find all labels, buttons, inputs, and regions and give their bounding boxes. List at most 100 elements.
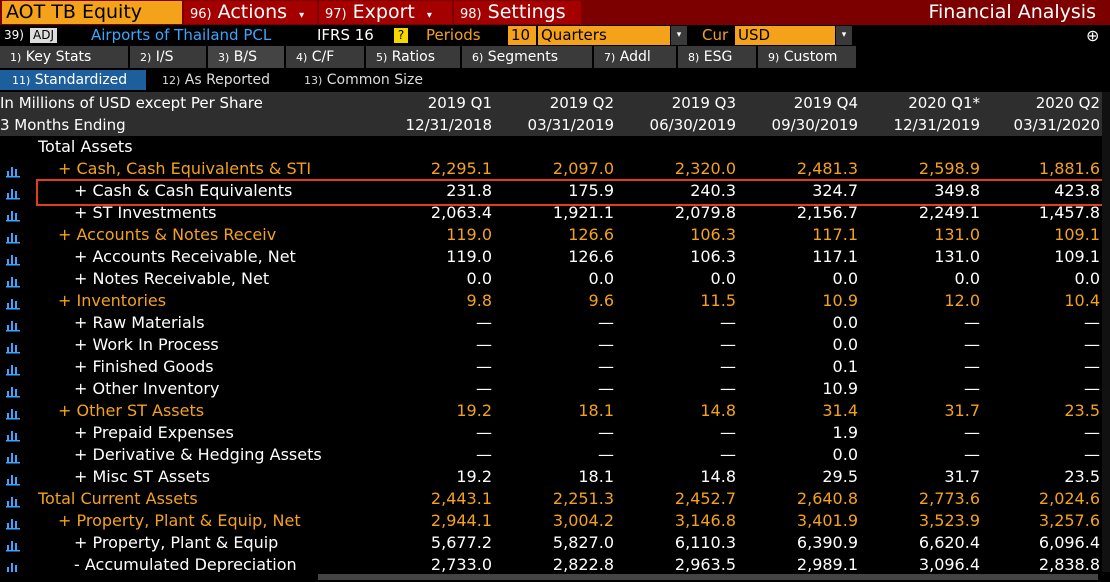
table-row[interactable]: + Finished Goods — — — 0.1 — — [0,356,1110,378]
table-row[interactable]: + Cash & Cash Equivalents 231.8 175.9 240.3… [0,180,1110,202]
table-cell[interactable]: 31.7 [944,401,980,420]
table-cell[interactable]: 324.7 [812,181,858,200]
table-cell[interactable]: 1.9 [832,423,858,442]
table-cell[interactable]: 2,481.3 [796,159,858,178]
table-cell[interactable]: 2,598.9 [918,159,980,178]
table-row[interactable]: + Accounts & Notes Receiv 119.0 126.6 106.3… [0,224,1110,246]
row-label[interactable]: + Cash & Cash Equivalents [74,181,293,200]
bar-chart-icon[interactable] [6,514,21,530]
table-row[interactable]: + Raw Materials — — — 0.0 — — [0,312,1110,334]
table-cell[interactable]: — [598,445,614,464]
bar-chart-icon[interactable] [6,448,21,464]
tab-custom[interactable]: 9) Custom [758,46,858,68]
table-cell[interactable]: 2,097.0 [552,159,614,178]
table-cell[interactable]: 3,146.8 [674,511,736,530]
row-label[interactable]: + Notes Receivable, Net [74,269,270,288]
table-cell[interactable]: 126.6 [568,225,614,244]
table-cell[interactable]: 106.3 [690,247,736,266]
chevron-down-icon[interactable]: ▾ [836,26,852,45]
tab-income-statement[interactable]: 2) I/S [130,46,208,68]
row-label[interactable]: + Derivative & Hedging Assets [74,445,322,464]
table-row[interactable]: + Inventories 9.8 9.6 11.5 10.9 12.0 10.4 [0,290,1110,312]
table-cell[interactable]: 18.1 [578,467,614,486]
table-cell[interactable]: — [964,313,980,332]
help-icon[interactable]: ? [394,28,408,43]
table-cell[interactable]: 175.9 [568,181,614,200]
table-cell[interactable]: 9.8 [466,291,492,310]
table-cell[interactable]: 2,640.8 [796,489,858,508]
table-cell[interactable]: — [476,357,492,376]
table-cell[interactable]: 5,677.2 [430,533,492,552]
table-cell[interactable]: 117.1 [812,225,858,244]
row-label[interactable]: + Misc ST Assets [74,467,211,486]
table-cell[interactable]: — [598,423,614,442]
table-cell[interactable]: 2,249.1 [918,203,980,222]
table-row[interactable]: + Other Inventory — — — 10.9 — — [0,378,1110,400]
table-cell[interactable]: — [476,335,492,354]
table-cell[interactable]: — [1084,379,1100,398]
table-cell[interactable]: — [476,423,492,442]
table-cell[interactable]: 5,827.0 [552,533,614,552]
table-row[interactable]: + Prepaid Expenses — — — 1.9 — — [0,422,1110,444]
table-cell[interactable]: 2,320.0 [674,159,736,178]
table-cell[interactable]: 14.8 [700,467,736,486]
periods-unit-select[interactable]: Quarters [538,26,670,45]
tab-balance-sheet[interactable]: 3) B/S [208,46,286,68]
table-row[interactable]: + Property, Plant & Equip, Net 2,944.1 3,0… [0,510,1110,532]
table-row[interactable]: + ST Investments 2,063.4 1,921.1 2,079.8 2,1… [0,202,1110,224]
table-cell[interactable]: 231.8 [446,181,492,200]
table-cell[interactable]: — [720,313,736,332]
table-cell[interactable]: — [720,423,736,442]
bar-chart-icon[interactable] [6,338,21,354]
table-cell[interactable]: 0.0 [710,269,736,288]
table-cell[interactable]: 131.0 [934,225,980,244]
table-cell[interactable]: 2,295.1 [430,159,492,178]
table-cell[interactable]: 6,620.4 [918,533,980,552]
table-cell[interactable]: — [1084,423,1100,442]
table-cell[interactable]: — [598,335,614,354]
row-label[interactable]: Total Current Assets [38,489,198,508]
table-cell[interactable]: 6,096.4 [1038,533,1100,552]
table-cell[interactable]: 29.5 [822,467,858,486]
table-cell[interactable]: 31.7 [944,467,980,486]
table-cell[interactable]: 423.8 [1054,181,1100,200]
table-cell[interactable]: 2,838.8 [1038,555,1100,574]
row-label[interactable]: + ST Investments [74,203,217,222]
table-row[interactable]: Total Assets [0,136,1110,158]
table-cell[interactable]: — [964,379,980,398]
bar-chart-icon[interactable] [6,426,21,442]
period-header[interactable]: 2019 Q2 [549,94,614,112]
horizontal-scrollbar[interactable] [318,574,1098,580]
bar-chart-icon[interactable] [6,382,21,398]
bar-chart-icon[interactable] [6,316,21,332]
table-cell[interactable]: 31.4 [822,401,858,420]
bar-chart-icon[interactable] [6,536,21,552]
table-cell[interactable]: 19.2 [456,467,492,486]
table-cell[interactable]: 2,822.8 [552,555,614,574]
table-cell[interactable]: 0.0 [832,445,858,464]
table-cell[interactable]: 6,110.3 [674,533,736,552]
table-cell[interactable]: — [964,357,980,376]
row-label[interactable]: + Prepaid Expenses [74,423,234,442]
table-cell[interactable]: 14.8 [700,401,736,420]
table-row[interactable]: - Accumulated Depreciation 2,733.0 2,822.8… [0,554,1110,576]
bar-chart-icon[interactable] [6,184,21,200]
bar-chart-icon[interactable] [6,250,21,266]
table-cell[interactable]: — [720,445,736,464]
table-cell[interactable]: 2,944.1 [430,511,492,530]
row-label[interactable]: + Finished Goods [74,357,214,376]
table-cell[interactable]: — [964,335,980,354]
table-cell[interactable]: — [720,357,736,376]
bar-chart-icon[interactable] [6,492,21,508]
bar-chart-icon[interactable] [6,404,21,420]
table-cell[interactable]: 2,452.7 [674,489,736,508]
table-cell[interactable]: 109.1 [1054,247,1100,266]
table-cell[interactable]: 106.3 [690,225,736,244]
adj-button[interactable]: ADJ [30,28,57,43]
bar-chart-icon[interactable] [6,206,21,222]
tab-ratios[interactable]: 5) Ratios [366,46,462,68]
table-cell[interactable]: 10.4 [1064,291,1100,310]
row-label[interactable]: + Cash, Cash Equivalents & STI [58,159,312,178]
table-cell[interactable]: 2,773.6 [918,489,980,508]
currency-select[interactable]: USD [735,26,835,45]
